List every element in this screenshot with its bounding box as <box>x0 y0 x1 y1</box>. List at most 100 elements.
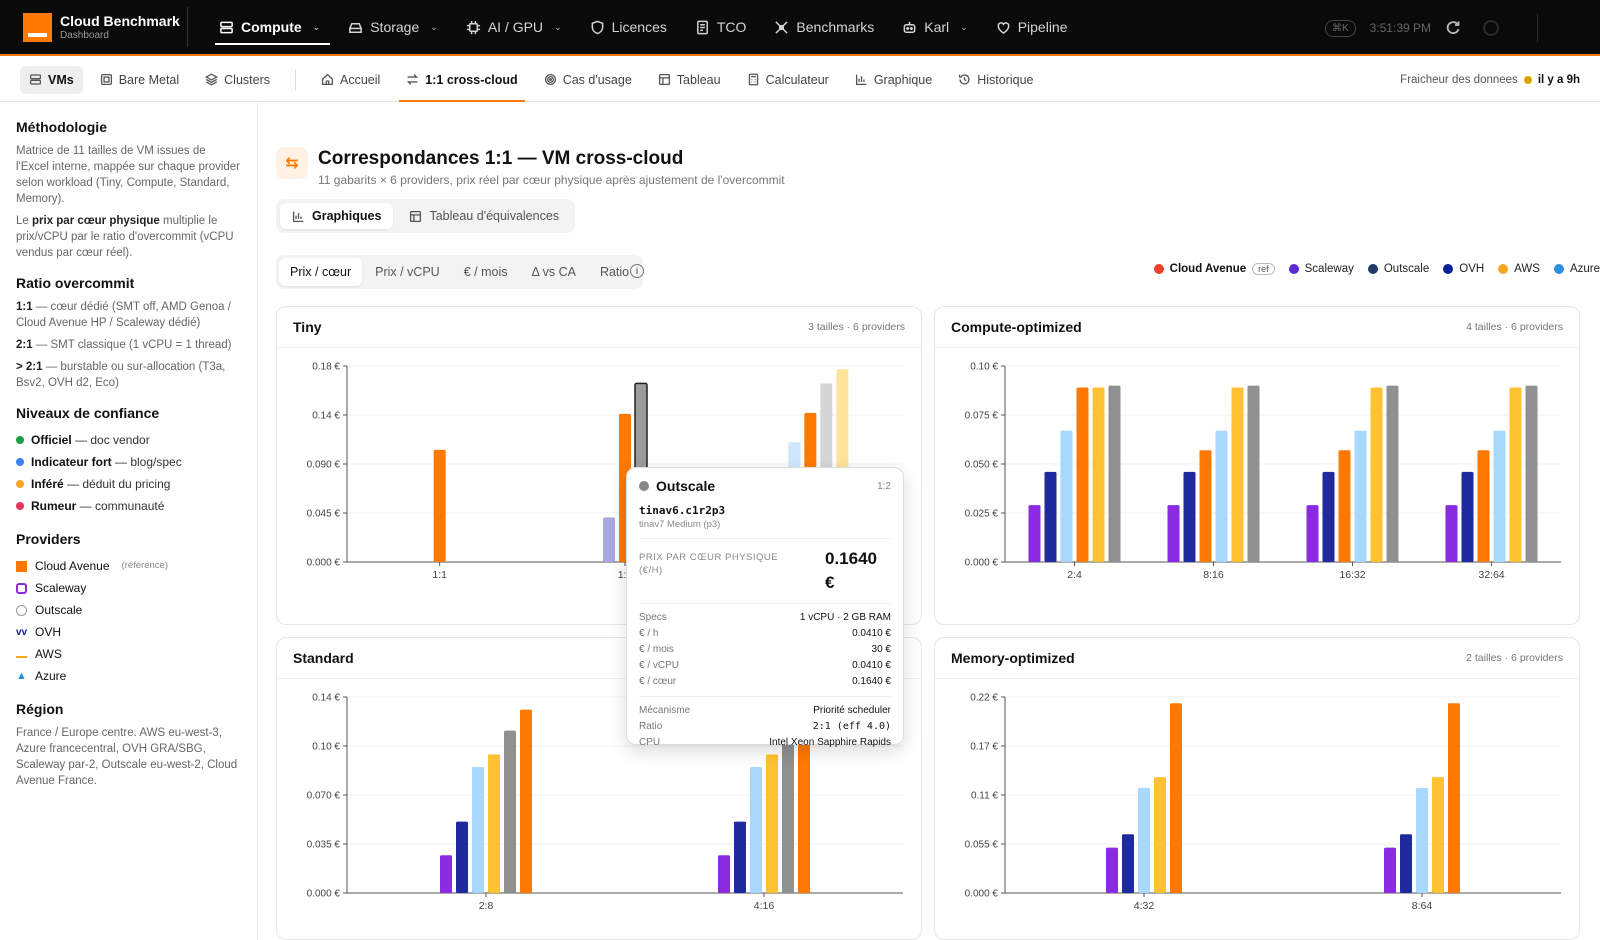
bar[interactable] <box>734 821 746 893</box>
bar[interactable] <box>488 754 500 893</box>
nav-item-compute[interactable]: Compute ⌄ <box>205 0 334 55</box>
legend-item[interactable]: Outscale <box>1367 263 1429 275</box>
legend-item[interactable]: Cloud Avenue ref <box>1153 263 1275 275</box>
bar[interactable] <box>766 754 778 893</box>
bar[interactable] <box>1076 387 1089 562</box>
nav-item-pipeline[interactable]: Pipeline <box>982 0 1082 55</box>
subnav-tab-calculateur[interactable]: Calculateur <box>738 66 838 94</box>
bar[interactable] <box>603 517 615 562</box>
bar[interactable] <box>1525 385 1538 562</box>
bar-chart-icon <box>292 211 304 222</box>
bar[interactable] <box>1167 505 1180 562</box>
bar[interactable] <box>1322 471 1335 562</box>
nav-item-karl[interactable]: Karl ⌄ <box>888 0 981 55</box>
subnav-tab-bare-metal[interactable]: Bare Metal <box>91 66 188 94</box>
subnav-tab-vms[interactable]: VMs <box>20 65 83 94</box>
bar[interactable] <box>798 709 810 893</box>
methodology-title: Méthodologie <box>16 119 107 135</box>
bar[interactable] <box>1509 387 1522 562</box>
bar[interactable] <box>1060 430 1073 562</box>
view-tab-tableau[interactable]: Tableau d'équivalences <box>397 203 571 229</box>
bar[interactable] <box>472 767 484 893</box>
subnav-label: Tableau <box>676 72 721 87</box>
chevron-down-icon[interactable]: ⌄ <box>960 21 968 32</box>
nav-item-licences[interactable]: Licences <box>576 0 681 55</box>
info-icon[interactable]: i <box>630 264 644 278</box>
bar[interactable] <box>1338 450 1351 562</box>
chevron-down-icon[interactable]: ⌄ <box>554 21 562 32</box>
refresh-icon[interactable] <box>1445 20 1461 36</box>
metric-tab[interactable]: Δ vs CA <box>531 265 576 279</box>
subnav-tab-historique[interactable]: Historique <box>949 66 1042 94</box>
bar[interactable] <box>750 767 762 893</box>
storage-icon <box>349 22 363 33</box>
bar[interactable] <box>1044 471 1057 562</box>
metric-tab[interactable]: Prix / cœur <box>279 258 363 286</box>
bar-chart: 0.000 € 0.035 € 0.070 € 0.10 € 0.14 € 2:8 4:16 <box>307 693 903 912</box>
bar[interactable] <box>1199 450 1212 562</box>
bar[interactable] <box>520 709 532 893</box>
bar[interactable] <box>1170 703 1182 893</box>
bar[interactable] <box>1028 505 1041 562</box>
metric-tab[interactable]: € / mois <box>463 265 508 279</box>
bar[interactable] <box>1215 430 1228 562</box>
bar[interactable] <box>1432 777 1444 893</box>
nav-item-benchmarks[interactable]: Benchmarks <box>760 0 888 55</box>
bar[interactable] <box>1247 385 1260 562</box>
bar[interactable] <box>1231 387 1244 562</box>
bar[interactable] <box>1493 430 1506 562</box>
bar[interactable] <box>718 855 730 893</box>
bar[interactable] <box>782 730 794 893</box>
bar[interactable] <box>433 449 446 562</box>
pipeline-icon <box>997 21 1010 34</box>
theme-toggle-icon[interactable] <box>1483 20 1499 36</box>
subnav-tab-1-1-cross-cloud[interactable]: 1:1 cross-cloud <box>397 66 526 102</box>
brand[interactable]: Cloud Benchmark Dashboard <box>0 7 188 47</box>
nav-item-storage[interactable]: Storage ⌄ <box>334 0 452 55</box>
bar[interactable] <box>1445 505 1458 562</box>
bar[interactable] <box>1477 450 1490 562</box>
metric-tab[interactable]: Prix / vCPU <box>375 265 440 279</box>
command-shortcut[interactable]: ⌘K <box>1324 19 1356 37</box>
bar[interactable] <box>1154 777 1166 893</box>
nav-item-ai-gpu[interactable]: AI / GPU ⌄ <box>452 0 576 55</box>
bar[interactable] <box>1122 834 1134 893</box>
bar[interactable] <box>456 821 468 893</box>
bar[interactable] <box>1306 505 1319 562</box>
bar[interactable] <box>1416 787 1428 893</box>
nav-item-label: AI / GPU <box>487 19 544 35</box>
subnav-tab-tableau[interactable]: Tableau <box>649 66 730 94</box>
view-tab-graphiques[interactable]: Graphiques <box>280 203 394 229</box>
bar[interactable] <box>1092 387 1105 562</box>
subnav-tab-cas-d-usage[interactable]: Cas d'usage <box>535 66 641 94</box>
subnav-tab-clusters[interactable]: Clusters <box>196 66 279 94</box>
metric-tab[interactable]: Ratio <box>599 265 630 279</box>
x-tick-label: 8:64 <box>1412 900 1433 912</box>
bar[interactable] <box>504 730 516 893</box>
subnav-tab-accueil[interactable]: Accueil <box>312 66 389 94</box>
chevron-down-icon[interactable]: ⌄ <box>430 21 438 32</box>
bar[interactable] <box>1370 387 1383 562</box>
legend-item[interactable]: Scaleway <box>1288 263 1354 275</box>
bar[interactable] <box>1354 430 1367 562</box>
bar[interactable] <box>1108 385 1121 562</box>
chevron-down-icon[interactable]: ⌄ <box>312 21 321 32</box>
bar[interactable] <box>1384 847 1396 893</box>
app-subtitle: Dashboard <box>60 29 109 41</box>
methodology-text-2: Le prix par cœur physique multiplie le p… <box>16 215 234 259</box>
subnav-tab-graphique[interactable]: Graphique <box>846 66 941 94</box>
bar[interactable] <box>1400 834 1412 893</box>
bar[interactable] <box>1138 787 1150 893</box>
bar[interactable] <box>1461 471 1474 562</box>
nav-item-tco[interactable]: TCO <box>681 0 761 55</box>
bar[interactable] <box>1386 385 1399 562</box>
bar[interactable] <box>440 855 452 893</box>
legend-item[interactable]: Azure <box>1553 263 1600 275</box>
server-icon <box>29 74 42 85</box>
legend-item[interactable]: AWS <box>1498 263 1540 275</box>
bar[interactable] <box>1448 703 1460 893</box>
bar[interactable] <box>1106 847 1118 893</box>
bar[interactable] <box>1183 471 1196 562</box>
legend-item[interactable]: OVH <box>1443 263 1484 275</box>
bar-chart: 0.000 € 0.025 € 0.050 € 0.075 € 0.10 € 2:4 8:1… <box>965 362 1561 581</box>
